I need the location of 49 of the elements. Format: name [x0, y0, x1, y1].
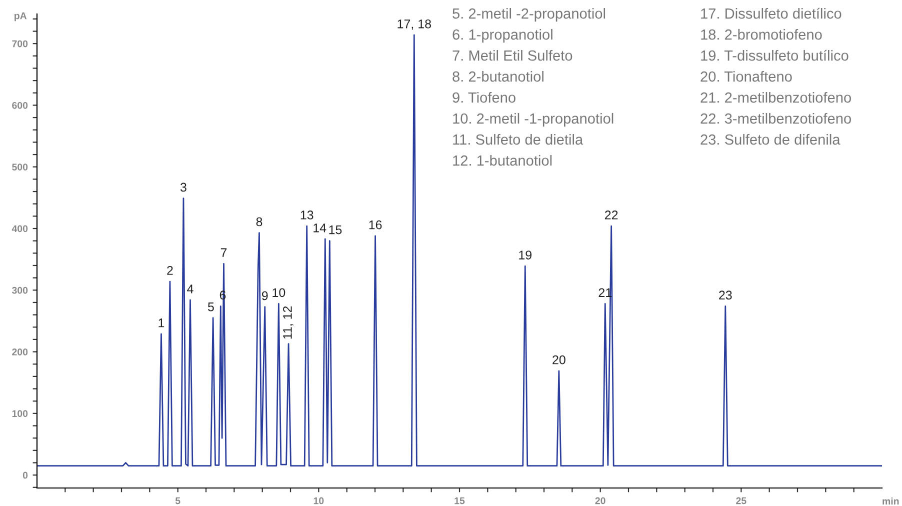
x-tick-label: 25 [736, 497, 746, 504]
annotation: 11. Sulfeto de dietila [453, 134, 584, 145]
annotation: 12. 1-butanotiol [453, 155, 552, 166]
annotation: 10. 2-metil -1-propanotiol [453, 113, 614, 127]
annotation: 16 [369, 220, 382, 230]
annotation: 20 [552, 355, 566, 364]
annotation: 17. Dissulfeto dietílico [701, 8, 842, 19]
annotation: 8 [256, 217, 262, 226]
annotation: 1 [158, 318, 164, 328]
annotation: 23. Sulfeto de difenila [700, 134, 840, 145]
y-axis-title: pA [14, 12, 27, 22]
annotation: 22. 3-metilbenzotiofeno [700, 113, 851, 124]
annotation: 21. 2-metilbenzotiofeno [700, 92, 851, 103]
annotation: 6. 1-propanotiol [452, 29, 552, 43]
annotation: 9. Tiofeno [452, 92, 516, 103]
y-tick-label: 0 [22, 472, 28, 479]
y-tick-label: 300 [12, 286, 28, 294]
x-tick-label: 15 [454, 497, 465, 504]
annotation: 10 [272, 288, 286, 298]
annotation: 4 [187, 284, 194, 294]
annotation: 7 [220, 248, 227, 257]
annotation: 9 [262, 291, 268, 300]
annotation: 23 [719, 290, 732, 300]
x-tick-label: 20 [595, 497, 606, 504]
annotation: 3 [180, 182, 186, 192]
y-tick-label: 500 [12, 164, 28, 170]
y-tick-label: 100 [12, 410, 28, 418]
annotation: 20. Tionafteno [700, 71, 792, 82]
annotation: 19 [519, 250, 532, 260]
annotation: 13 [300, 210, 314, 220]
annotation: 17, 18 [398, 19, 431, 30]
annotation: 14 [314, 224, 326, 232]
y-tick-label: 400 [12, 225, 28, 232]
annotation: 19. T-dissulfeto butílico [701, 50, 848, 61]
annotation: 7. Metil Etil Sulfeto [452, 50, 572, 61]
annotation: 15 [329, 225, 342, 234]
x-tick-label: 10 [314, 497, 324, 504]
y-tick-label: 200 [12, 348, 28, 356]
y-tick-label: 700 [12, 40, 28, 48]
annotation: 8. 2-butanotiol [452, 71, 544, 82]
x-tick-label: 5 [175, 497, 180, 504]
annotation: 18. 2-bromotiofeno [701, 29, 822, 40]
annotation: 11, 12 [283, 306, 294, 339]
annotation: 2 [167, 266, 173, 275]
y-tick-label: 600 [12, 102, 28, 109]
annotation: 22 [604, 210, 618, 220]
annotation: 5. 2-metil -2-propanotiol [452, 8, 606, 22]
x-axis-title: min [882, 497, 899, 505]
annotation: 5 [208, 302, 214, 312]
